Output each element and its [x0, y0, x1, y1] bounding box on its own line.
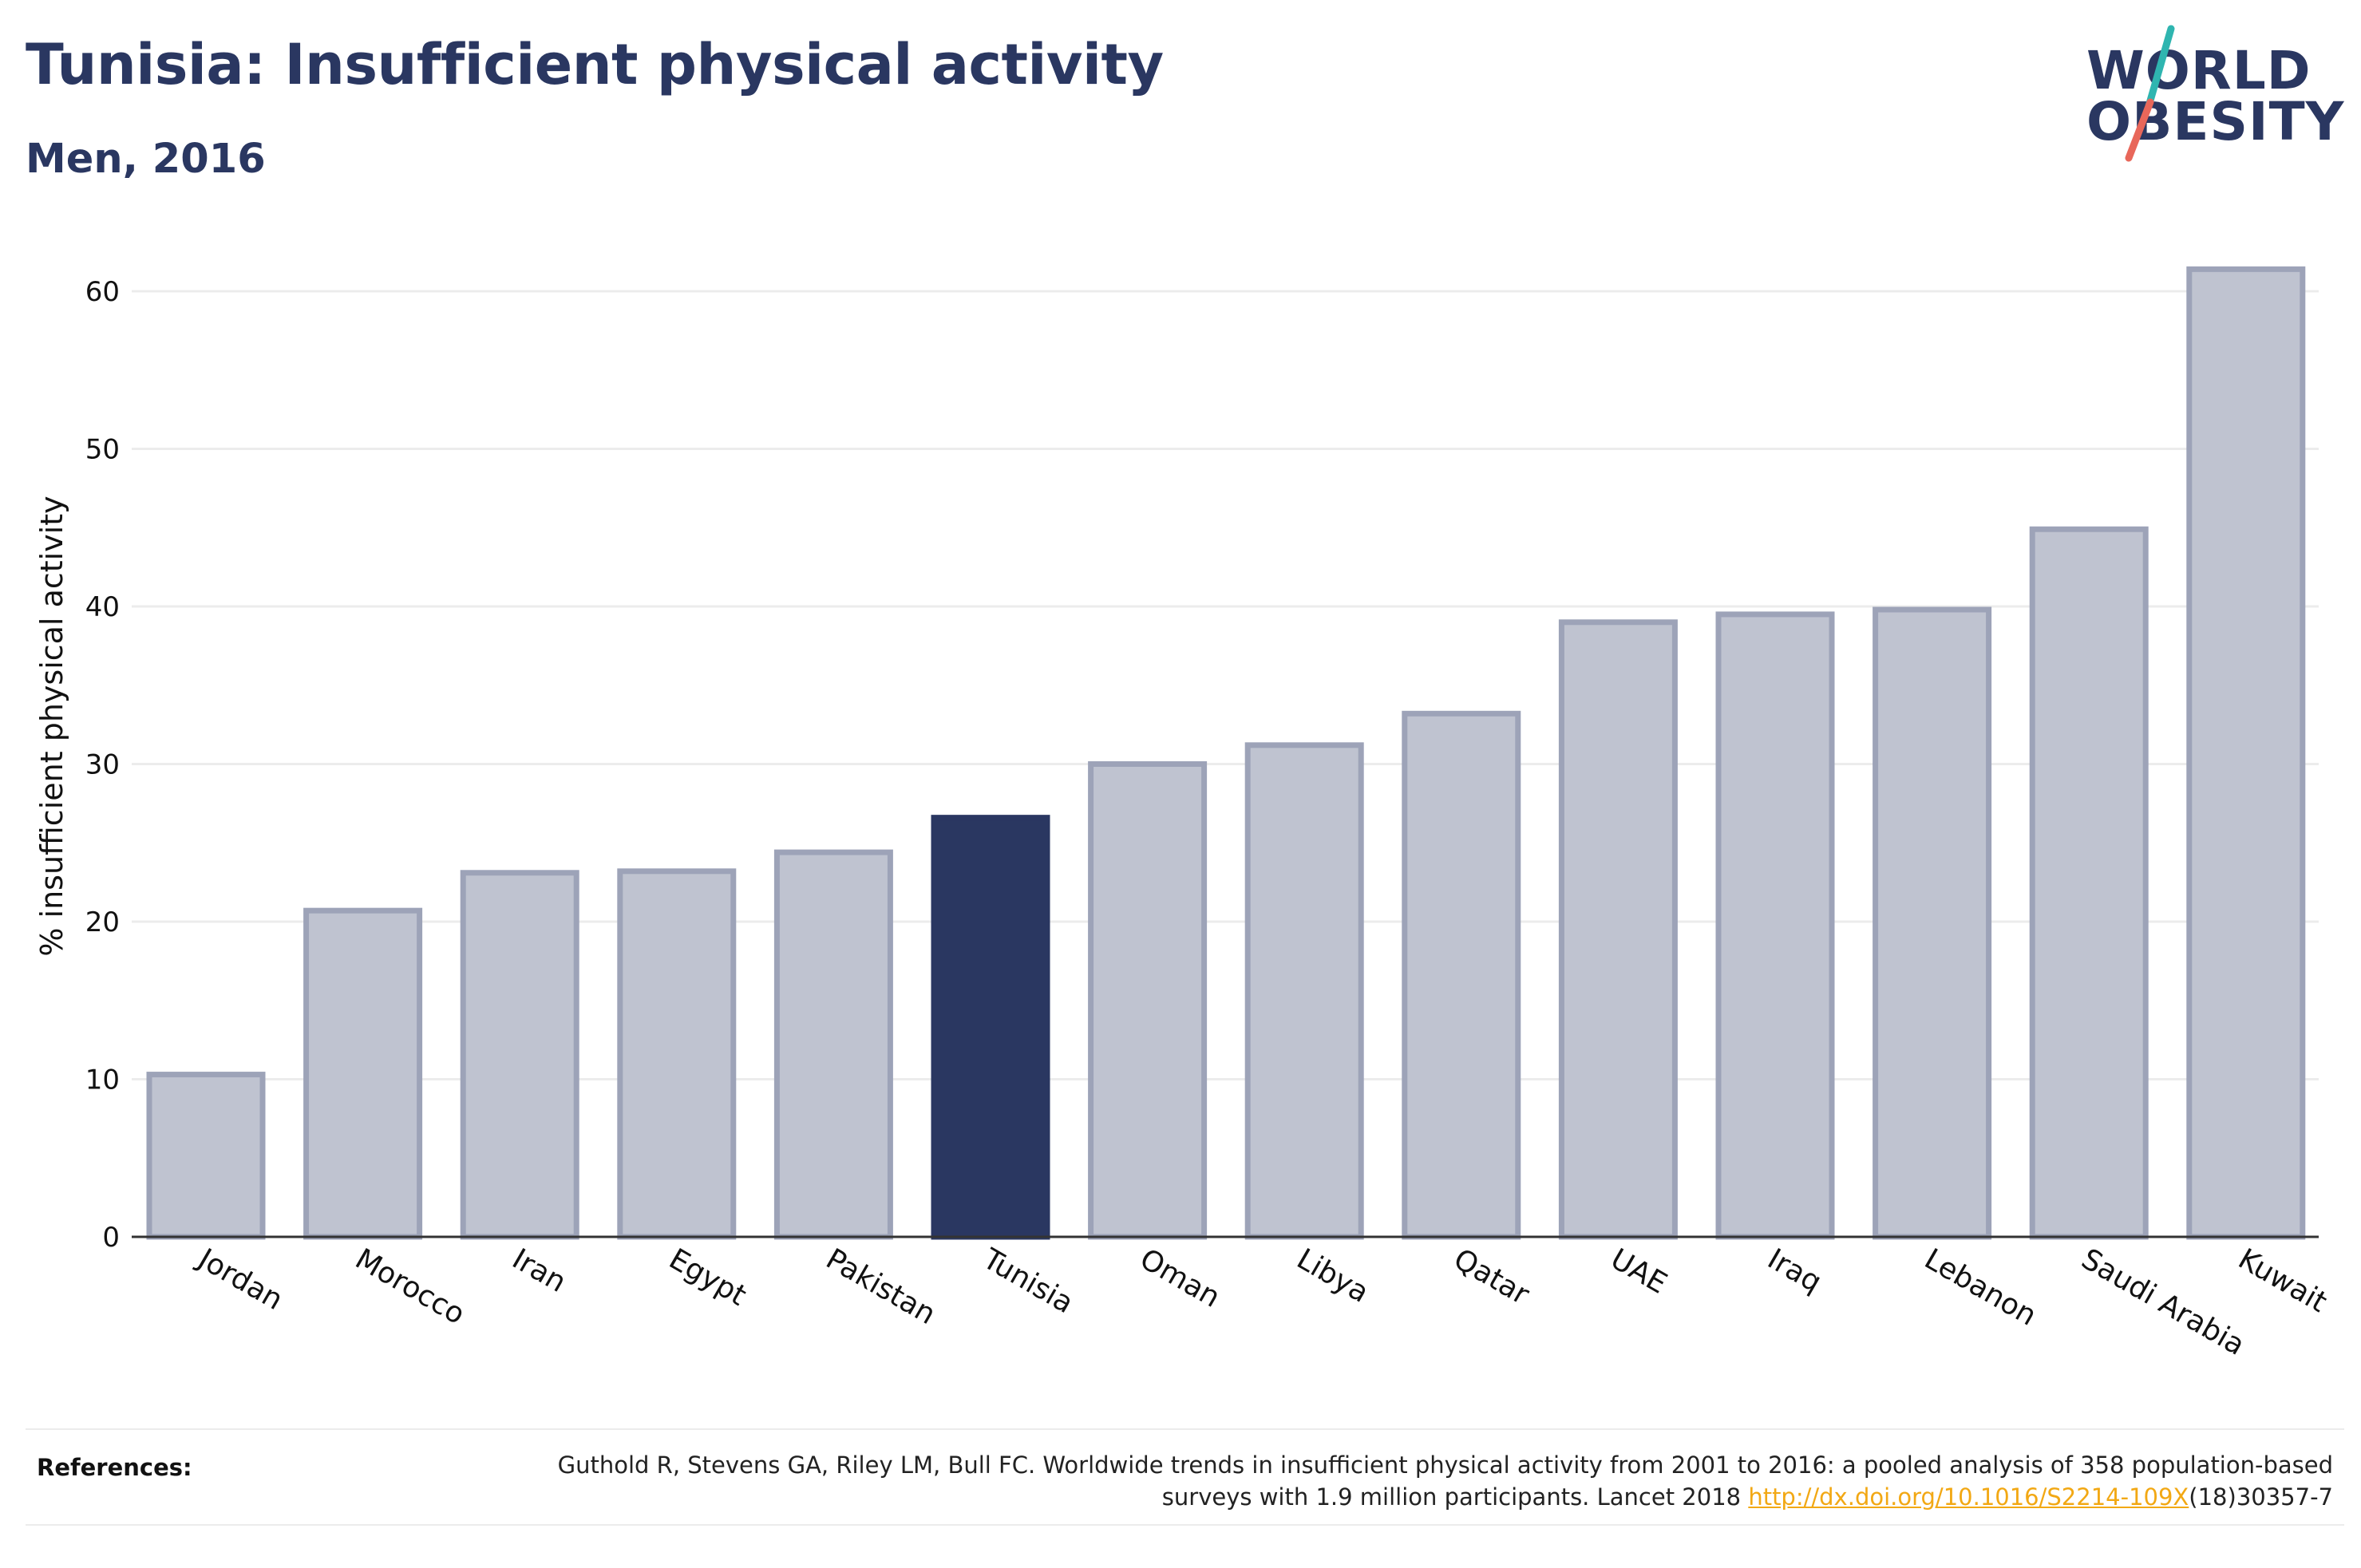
y-tick-label: 10: [85, 1064, 120, 1096]
x-tick-label: UAE: [1605, 1242, 1672, 1300]
bar-tunisia: [931, 815, 1050, 1240]
x-tick-label: Iraq: [1762, 1242, 1827, 1299]
chart-subtitle: Men, 2016: [26, 136, 266, 183]
bar-pakistan: [773, 849, 893, 1240]
bar-iran: [460, 870, 579, 1240]
y-axis-title: % insufficient physical activity: [34, 496, 69, 956]
x-tick-label: Morocco: [350, 1242, 470, 1331]
x-tick-label: Kuwait: [2232, 1242, 2332, 1319]
x-tick-label: Iran: [507, 1242, 571, 1299]
bar-morocco: [303, 907, 423, 1240]
bar-saudi-arabia: [2029, 526, 2149, 1240]
y-tick-label: 20: [85, 906, 120, 938]
bar-kuwait: [2186, 266, 2306, 1240]
citation-doi-link[interactable]: http://dx.doi.org/10.1016/S2214-109X: [1748, 1483, 2189, 1511]
references-label: References:: [37, 1454, 192, 1481]
x-tick-label: Saudi Arabia: [2076, 1242, 2250, 1362]
y-tick-label: 60: [85, 276, 120, 308]
y-tick-label: 30: [85, 749, 120, 781]
bar-libya: [1244, 742, 1364, 1240]
y-tick-label: 50: [85, 434, 120, 466]
bar-uae: [1558, 619, 1678, 1240]
x-axis-labels: Jordan Morocco Iran Egypt Pakistan Tunisia Oma…: [192, 1242, 2332, 1362]
y-tick-label: 0: [102, 1222, 120, 1254]
chart-title: Tunisia: Insufficient physical activity: [26, 32, 1164, 97]
x-tick-label: Jordan: [192, 1242, 288, 1317]
bar-oman: [1088, 761, 1208, 1240]
bar-jordan: [146, 1072, 266, 1240]
x-tick-label: Pakistan: [821, 1242, 941, 1331]
x-tick-label: Lebanon: [1919, 1242, 2042, 1333]
bar-chart: 0 10 20 30 40 50 60 Jordan Morocco Iran Egypt Paki…: [34, 266, 2332, 1362]
bar-qatar: [1402, 710, 1521, 1240]
logo-slash-icon: [2125, 25, 2175, 162]
x-tick-label: Qatar: [1448, 1242, 1534, 1311]
bars: [146, 266, 2306, 1240]
references-citation: Guthold R, Stevens GA, Riley LM, Bull FC…: [497, 1449, 2333, 1513]
x-tick-label: Egypt: [663, 1242, 751, 1312]
world-obesity-logo: WORLD OBESITY: [2075, 22, 2351, 166]
logo-slash-teal: [2145, 25, 2175, 110]
x-tick-label: Libya: [1291, 1242, 1374, 1309]
logo-slash-coral: [2125, 98, 2154, 162]
citation-suffix: (18)30357-7: [2189, 1483, 2333, 1511]
y-tick-label: 40: [85, 591, 120, 623]
x-tick-label: Oman: [1134, 1242, 1225, 1314]
x-tick-label: Tunisia: [977, 1242, 1079, 1320]
bar-iraq: [1715, 611, 1835, 1240]
y-axis-ticks: 0 10 20 30 40 50 60: [85, 276, 120, 1254]
references-section: References: Guthold R, Stevens GA, Riley…: [26, 1428, 2344, 1526]
logo-line-obesity: OBESITY: [2086, 91, 2345, 152]
bar-egypt: [617, 868, 737, 1240]
logo-line-world: WORLD: [2086, 40, 2312, 101]
citation-text: Guthold R, Stevens GA, Riley LM, Bull FC…: [557, 1451, 2333, 1511]
bar-lebanon: [1873, 606, 1992, 1240]
